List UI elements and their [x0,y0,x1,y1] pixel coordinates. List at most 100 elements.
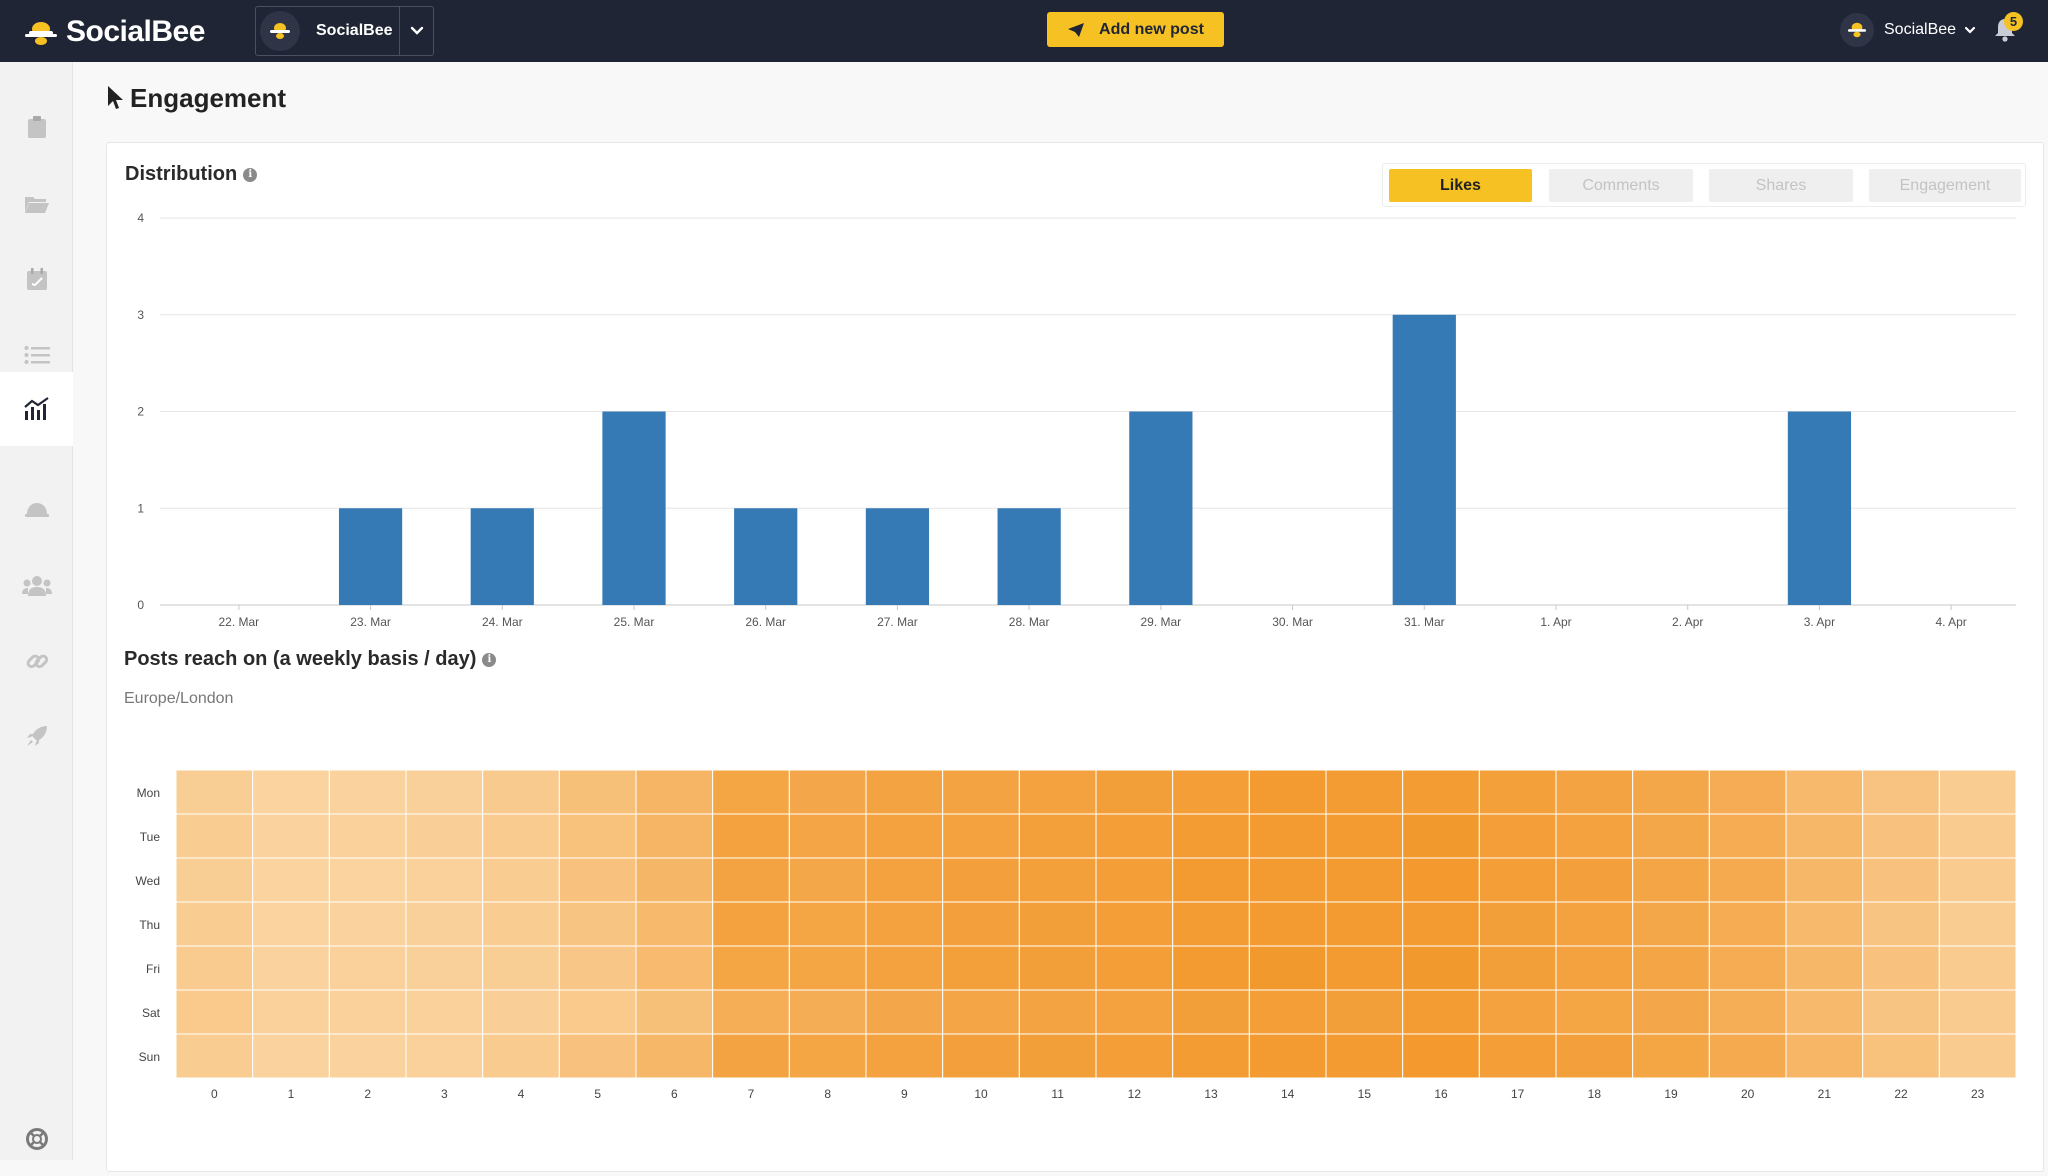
heatmap-cell [712,813,790,859]
heatmap-cell [1018,945,1097,991]
calendar-icon [26,268,47,290]
heatmap-cell [1248,857,1327,903]
list-icon [24,346,50,364]
hour-label: 1 [288,1087,295,1100]
sidebar-item-content-curation[interactable] [0,472,73,546]
clipboard-icon [27,116,46,138]
heatmap-cell [1862,901,1940,947]
heatmap-cell [712,901,790,947]
hour-label: 22 [1894,1087,1908,1100]
account-switcher[interactable]: SocialBee [255,6,434,56]
x-tick-label: 2. Apr [1672,615,1703,629]
tab-comments[interactable]: Comments [1549,169,1693,202]
y-tick-label: 3 [137,308,144,322]
heatmap-cell [1632,989,1710,1035]
tab-engagement[interactable]: Engagement [1869,169,2021,202]
heatmap-cell [328,813,407,859]
account-avatar [260,11,300,51]
heatmap-cell [635,769,714,815]
user-avatar [1840,13,1874,47]
heatmap-cell [1095,813,1174,859]
info-icon[interactable]: i [243,167,258,182]
heatmap-cell [942,1033,1020,1079]
heatmap-cell [1862,769,1940,815]
heatmap-cell [1478,769,1557,815]
user-menu[interactable]: SocialBee [1840,10,1976,50]
hour-label: 2 [364,1087,371,1100]
sidebar-item-links[interactable] [0,624,73,698]
heatmap-cell [1785,813,1864,859]
heatmap-cell [788,1033,867,1079]
distribution-title-text: Distribution [125,163,238,185]
x-tick-label: 31. Mar [1404,615,1445,629]
hour-label: 3 [441,1087,448,1100]
bar [997,508,1061,605]
heatmap-cell [1402,813,1480,859]
heatmap-cell [558,857,637,903]
heatmap-cell [558,945,637,991]
heatmap-cell [1402,1033,1480,1079]
bar [734,508,798,605]
heatmap-cell [1632,901,1710,947]
day-label: Thu [139,918,160,932]
bar [1129,411,1193,605]
heatmap-cell [1478,857,1557,903]
sidebar-item-help[interactable] [0,1102,73,1176]
bar [470,508,534,605]
hour-label: 10 [974,1087,988,1100]
heatmap-cell [1478,945,1557,991]
day-label: Sun [139,1050,160,1064]
concierge-bell-icon [24,503,49,517]
sidebar-item-boost[interactable] [0,699,73,773]
account-dropdown-button[interactable] [399,7,433,55]
x-tick-label: 28. Mar [1009,615,1050,629]
heatmap-cell [865,901,944,947]
heatmap-cell [482,1033,560,1079]
x-tick-label: 4. Apr [1935,615,1966,629]
socialbee-logo[interactable]: SocialBee [24,14,205,50]
info-icon[interactable]: i [482,652,497,667]
heatmap-cell [1172,1033,1250,1079]
tab-shares[interactable]: Shares [1709,169,1853,202]
heatmap-cell [405,769,484,815]
heatmap-cell [482,769,560,815]
x-tick-label: 30. Mar [1272,615,1313,629]
heatmap-cell [865,857,944,903]
y-tick-label: 1 [137,501,144,515]
sidebar-item-team[interactable] [0,549,73,623]
heatmap-cell [1632,857,1710,903]
x-tick-label: 1. Apr [1540,615,1571,629]
x-tick-label: 29. Mar [1141,615,1182,629]
heatmap-cell [942,769,1020,815]
heatmap-cell [942,901,1020,947]
add-new-post-button[interactable]: Add new post [1047,12,1224,47]
y-tick-label: 4 [137,211,144,225]
sidebar-item-analytics[interactable] [0,372,73,446]
heatmap-cell [1402,769,1480,815]
heatmap-cell [1172,901,1250,947]
sidebar-item-schedule[interactable] [0,242,73,316]
heatmap-cell [1018,901,1097,947]
day-label: Fri [146,962,160,976]
heatmap-cell [252,813,330,859]
tab-likes[interactable]: Likes [1389,169,1532,202]
heatmap-cell [1018,769,1097,815]
heatmap-cell [482,945,560,991]
rocket-icon [26,726,47,746]
heatmap-cell [328,857,407,903]
hour-label: 14 [1281,1087,1295,1100]
heatmap-cell [865,769,944,815]
hour-label: 23 [1971,1087,1985,1100]
sidebar-item-queue[interactable] [0,318,73,392]
sidebar-item-posts[interactable] [0,90,73,164]
heatmap-cell [558,901,637,947]
hour-label: 18 [1588,1087,1602,1100]
bar [338,508,403,605]
sidebar-item-categories[interactable] [0,167,73,241]
heatmap-cell [1708,769,1787,815]
user-name: SocialBee [1884,21,1957,38]
heatmap-cell [1018,857,1097,903]
app-name: SocialBee [66,15,205,48]
heatmap-cell [1938,989,2017,1035]
heatmap-cell [865,1033,944,1079]
